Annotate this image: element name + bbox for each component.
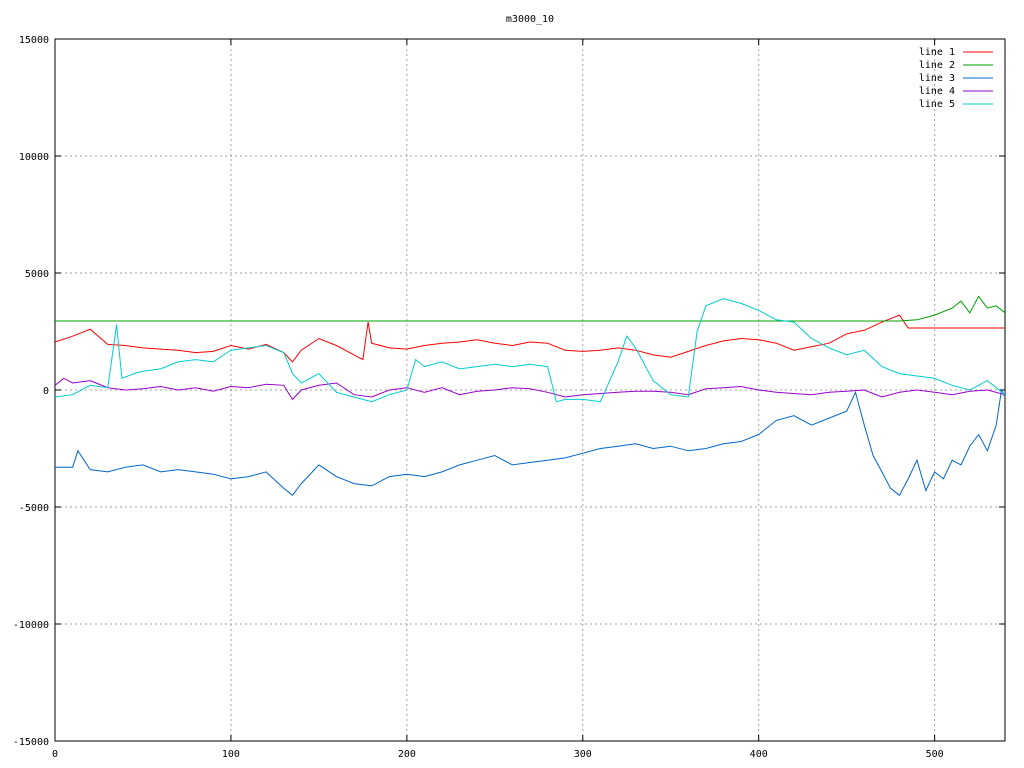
- series-line-2: [55, 295, 1006, 322]
- x-tick-label: 0: [52, 749, 58, 760]
- y-tick-label: -10000: [13, 620, 49, 631]
- series-line-1: [54, 314, 1005, 363]
- y-tick-label: -15000: [13, 737, 49, 748]
- series-layer: [54, 295, 1006, 497]
- legend-label: line 5: [919, 99, 955, 110]
- y-tick-label: -5000: [19, 503, 49, 514]
- axis-ticks: 0 100 200 300 400 500 -15000 -10000 -5000 0 5000 10…: [13, 35, 1005, 760]
- x-tick-label: 300: [574, 749, 592, 760]
- legend-label: line 4: [919, 86, 955, 97]
- y-tick-label: 10000: [19, 152, 49, 163]
- legend-label: line 2: [919, 60, 955, 71]
- x-tick-label: 400: [750, 749, 768, 760]
- series-line-5: [54, 298, 1006, 403]
- x-tick-label: 500: [926, 749, 944, 760]
- y-tick-label: 0: [43, 386, 49, 397]
- x-tick-label: 100: [222, 749, 240, 760]
- series-line-4: [54, 377, 1006, 401]
- legend-label: line 3: [919, 73, 955, 84]
- legend-label: line 1: [919, 47, 955, 58]
- y-tick-label: 5000: [25, 269, 49, 280]
- legend: line 1 line 2 line 3 line 4 line 5: [919, 47, 993, 110]
- series-line-3: [55, 388, 1006, 497]
- x-tick-label: 200: [398, 749, 416, 760]
- y-tick-label: 15000: [19, 35, 49, 46]
- chart-title: m3000_10: [506, 14, 554, 25]
- grid-lines: [55, 39, 1005, 741]
